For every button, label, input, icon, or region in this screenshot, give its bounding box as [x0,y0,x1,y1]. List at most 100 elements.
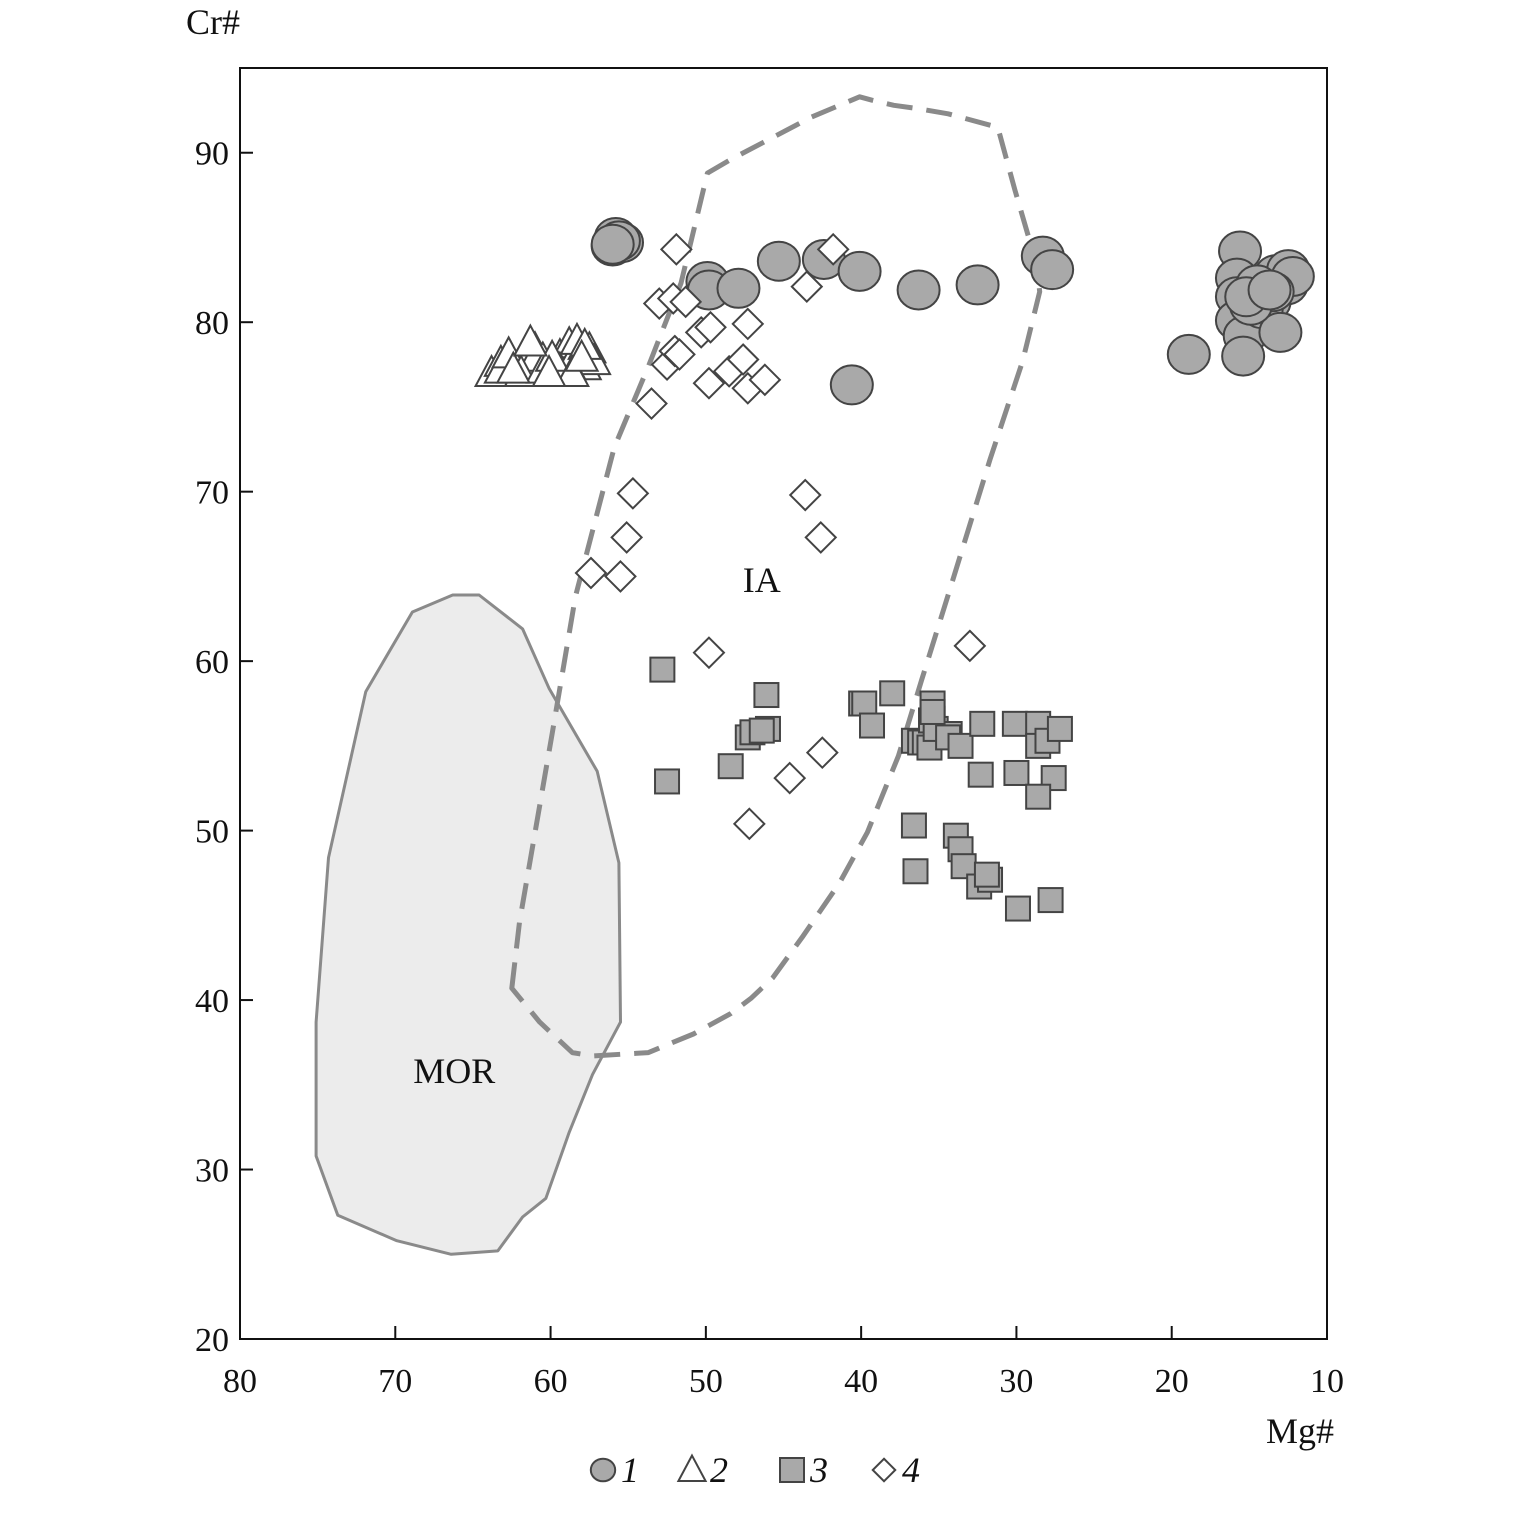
point-series-1 [896,269,941,311]
y-tick-label: 20 [195,1322,229,1359]
point-series-4 [604,559,637,593]
x-tick-label: 10 [1310,1363,1344,1400]
point-series-3 [717,753,744,780]
point-series-4 [953,629,987,663]
legend-item-3: 3 [779,1450,828,1490]
x-axis-title: Mg# [1266,1411,1334,1451]
point-series-2 [563,338,600,372]
legend-label-2: 2 [710,1450,728,1490]
y-tick-label: 80 [195,305,229,342]
y-tick-label: 40 [195,983,229,1020]
point-series-2 [512,323,549,357]
y-tick-label: 70 [195,475,229,512]
point-series-1 [1258,311,1303,353]
y-axis: 20 30 40 50 60 70 80 90 [195,136,253,1359]
y-tick-label: 90 [195,136,229,173]
data-points [473,216,1315,922]
point-series-1 [590,223,635,265]
legend-item-2: 2 [676,1450,728,1490]
legend-marker-triangle [676,1453,708,1483]
point-series-2 [495,350,531,384]
legend-marker-diamond [871,1457,897,1483]
point-series-3 [851,690,878,717]
x-tick-label: 20 [1155,1363,1189,1400]
series-3 [649,656,1073,922]
point-series-4 [692,366,726,400]
point-series-1 [955,264,1000,306]
series-4 [574,232,987,841]
point-series-4 [669,285,703,319]
point-series-3 [1025,783,1052,810]
point-series-3 [654,768,681,795]
legend-marker-circle [589,1457,617,1483]
point-series-3 [748,717,775,744]
x-axis: 80 70 60 50 40 30 20 10 [223,1326,1344,1400]
legend-label-3: 3 [809,1450,828,1490]
y-tick-label: 50 [195,814,229,851]
point-series-4 [616,476,650,510]
y-tick-label: 60 [195,644,229,681]
legend-label-1: 1 [621,1450,639,1490]
point-series-4 [804,521,838,554]
point-series-4 [635,387,668,420]
point-series-3 [1003,759,1030,786]
x-tick-label: 40 [844,1363,878,1400]
x-tick-label: 50 [689,1363,723,1400]
point-series-4 [659,232,693,266]
point-series-4 [816,232,850,266]
point-series-3 [1004,895,1031,922]
plot-area-frame [239,67,1328,1340]
point-series-3 [753,682,780,709]
point-series-3 [902,858,929,885]
point-series-1 [837,250,882,292]
legend-label-4: 4 [902,1450,920,1490]
point-series-1 [756,240,801,282]
point-series-3 [919,698,946,725]
point-series-1 [716,267,761,309]
region-labels: MOR IA [413,560,780,1091]
field-mor [314,593,622,1256]
fields-layer [314,94,1043,1256]
point-series-4 [788,478,822,512]
point-series-1 [1166,333,1211,375]
point-series-3 [1037,887,1064,914]
x-tick-label: 70 [378,1363,412,1400]
point-series-3 [967,761,994,788]
point-series-3 [649,656,676,683]
point-series-4 [610,521,644,554]
point-series-1 [1247,269,1292,311]
point-series-4 [694,310,727,344]
series-2 [473,321,612,388]
point-series-1 [829,364,874,406]
point-series-4 [773,761,807,795]
region-label-mor: MOR [413,1051,495,1091]
point-series-4 [805,736,839,770]
legend: 1 2 3 4 [589,1450,920,1490]
point-series-4 [731,307,765,341]
point-series-1 [1030,249,1075,291]
series-1 [590,216,1315,406]
y-tick-label: 30 [195,1153,229,1190]
point-series-4 [790,270,824,304]
point-series-4 [732,807,766,841]
legend-item-4: 4 [871,1450,920,1490]
x-tick-label: 80 [223,1363,257,1400]
point-series-4 [726,343,760,376]
point-series-3 [973,861,1000,888]
legend-marker-square [779,1457,805,1483]
point-series-4 [748,363,782,397]
y-axis-title: Cr# [186,2,240,42]
point-series-3 [947,732,974,759]
legend-item-1: 1 [589,1450,639,1490]
point-series-3 [900,812,927,839]
x-tick-label: 60 [534,1363,568,1400]
point-series-1 [1221,335,1266,377]
region-label-ia: IA [743,560,781,600]
point-series-3 [1046,715,1073,742]
point-series-4 [663,337,696,371]
x-tick-label: 30 [999,1363,1033,1400]
point-series-3 [1001,710,1028,737]
point-series-3 [879,680,906,707]
point-series-4 [692,636,726,670]
